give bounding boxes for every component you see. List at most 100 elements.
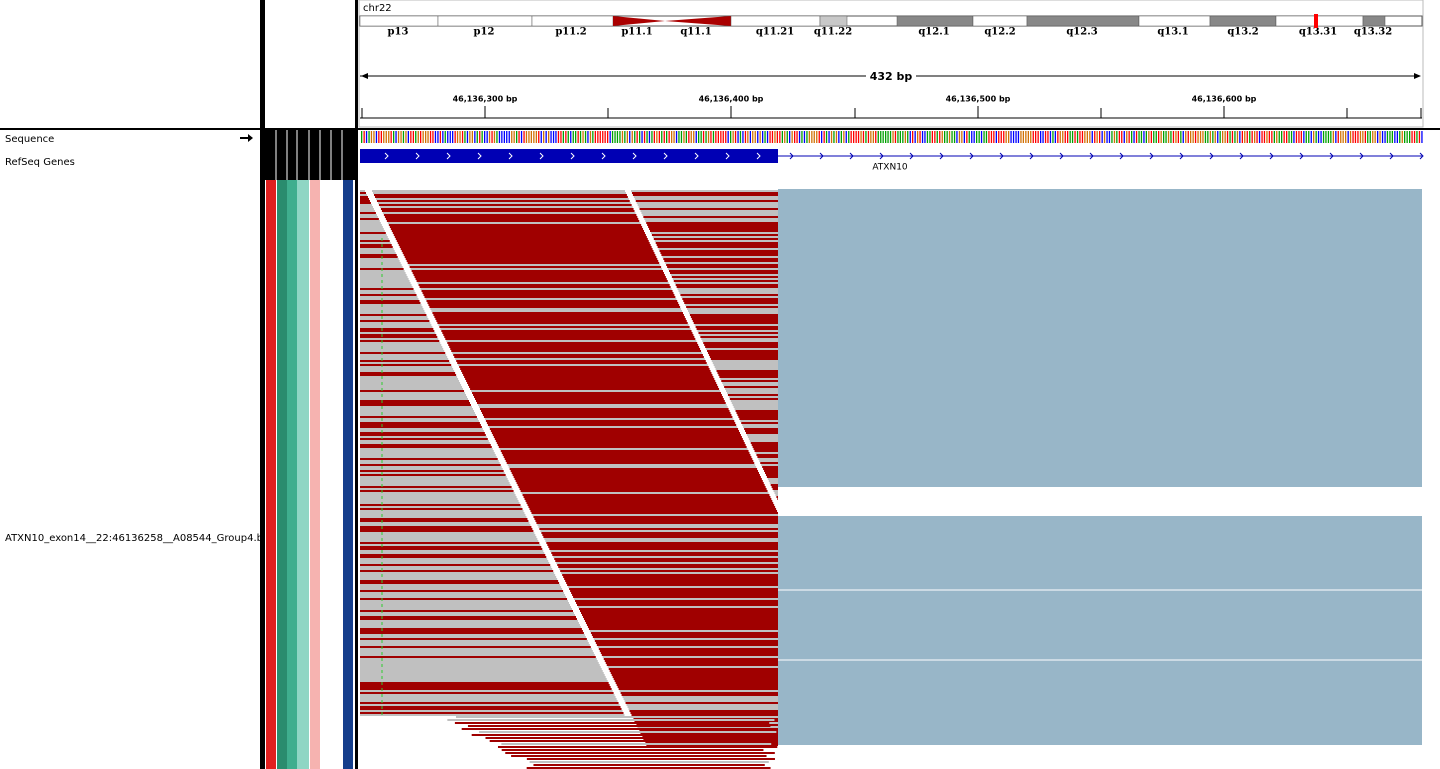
read bbox=[548, 546, 778, 548]
read bbox=[660, 252, 778, 254]
read bbox=[373, 194, 627, 196]
read bbox=[360, 348, 444, 350]
base bbox=[631, 131, 633, 143]
read bbox=[360, 700, 618, 702]
read bbox=[626, 704, 778, 706]
base bbox=[734, 131, 737, 143]
sequence-arrow[interactable] bbox=[240, 134, 253, 142]
track-name[interactable]: Sequence bbox=[5, 134, 54, 145]
base bbox=[535, 131, 537, 143]
base bbox=[1172, 131, 1175, 143]
base bbox=[464, 131, 466, 143]
read bbox=[360, 422, 480, 424]
read bbox=[360, 470, 504, 472]
read bbox=[758, 458, 778, 460]
read bbox=[360, 526, 532, 528]
read bbox=[777, 498, 778, 500]
read bbox=[552, 554, 778, 556]
read bbox=[565, 580, 778, 582]
base bbox=[1406, 131, 1408, 143]
read bbox=[504, 458, 753, 460]
base bbox=[695, 131, 697, 143]
read bbox=[360, 606, 572, 608]
read bbox=[415, 278, 667, 280]
base bbox=[479, 131, 481, 143]
read bbox=[445, 338, 696, 340]
read bbox=[553, 556, 778, 558]
base bbox=[833, 131, 835, 143]
read bbox=[632, 194, 778, 196]
base bbox=[1379, 131, 1381, 143]
cyto-band bbox=[1275, 15, 1364, 27]
base bbox=[774, 131, 776, 143]
base bbox=[461, 131, 464, 143]
read bbox=[696, 328, 778, 330]
read bbox=[360, 380, 460, 382]
read bbox=[533, 764, 765, 766]
read bbox=[360, 602, 570, 604]
base bbox=[1017, 131, 1020, 143]
base bbox=[683, 131, 685, 143]
read bbox=[360, 250, 395, 252]
read bbox=[360, 404, 471, 406]
base bbox=[983, 131, 985, 143]
base bbox=[425, 131, 427, 143]
track-name[interactable]: ATXN10_exon14__22:46136258__A08544_Group… bbox=[5, 533, 263, 544]
read bbox=[360, 686, 611, 688]
read bbox=[663, 258, 778, 260]
base bbox=[486, 131, 488, 143]
centromere bbox=[613, 16, 665, 26]
read bbox=[736, 412, 778, 414]
base bbox=[498, 131, 501, 143]
base bbox=[1349, 131, 1352, 143]
read bbox=[360, 534, 536, 536]
base bbox=[993, 131, 995, 143]
base bbox=[779, 131, 781, 143]
read bbox=[490, 430, 740, 432]
base bbox=[998, 131, 1000, 143]
read bbox=[717, 372, 778, 374]
read bbox=[360, 574, 556, 576]
base bbox=[953, 131, 956, 143]
read bbox=[659, 250, 778, 252]
cyto-band bbox=[896, 15, 974, 27]
base bbox=[1278, 131, 1280, 143]
read bbox=[540, 530, 778, 532]
base bbox=[860, 131, 862, 143]
read bbox=[559, 568, 778, 570]
chromosome-name[interactable]: chr22 bbox=[363, 3, 392, 14]
read bbox=[575, 600, 778, 602]
read bbox=[609, 670, 778, 672]
base bbox=[789, 131, 791, 143]
base bbox=[1286, 131, 1288, 143]
read bbox=[427, 302, 679, 304]
base bbox=[1003, 131, 1005, 143]
read bbox=[360, 342, 441, 344]
read bbox=[596, 644, 778, 646]
read bbox=[724, 386, 778, 388]
read bbox=[606, 664, 778, 666]
base bbox=[449, 131, 451, 143]
base bbox=[363, 131, 365, 143]
base bbox=[1138, 131, 1140, 143]
base bbox=[565, 131, 567, 143]
read bbox=[360, 344, 442, 346]
base bbox=[1165, 131, 1167, 143]
read bbox=[360, 518, 528, 520]
read bbox=[360, 586, 562, 588]
read bbox=[387, 222, 641, 224]
base bbox=[378, 131, 380, 143]
read bbox=[360, 476, 507, 478]
base bbox=[501, 131, 503, 143]
read bbox=[360, 390, 465, 392]
base bbox=[484, 131, 486, 143]
track-name[interactable]: RefSeq Genes bbox=[5, 157, 75, 168]
base bbox=[1231, 131, 1234, 143]
read bbox=[551, 552, 778, 554]
base bbox=[562, 131, 564, 143]
read bbox=[360, 358, 449, 360]
strand-arrow bbox=[694, 152, 699, 160]
gene-label[interactable]: ATXN10 bbox=[872, 163, 908, 173]
read bbox=[740, 420, 778, 422]
base bbox=[1229, 131, 1231, 143]
